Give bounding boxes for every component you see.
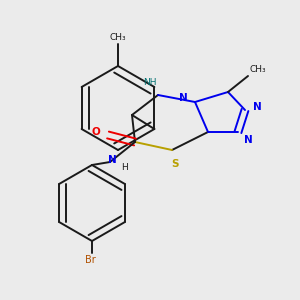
Text: CH₃: CH₃ — [250, 65, 267, 74]
Text: N: N — [253, 102, 261, 112]
Text: Br: Br — [85, 255, 95, 265]
Text: H: H — [121, 163, 128, 172]
Text: O: O — [92, 127, 100, 137]
Text: N: N — [178, 93, 188, 103]
Text: N: N — [244, 135, 252, 145]
Text: NH: NH — [143, 78, 157, 87]
Text: CH₃: CH₃ — [110, 33, 126, 42]
Text: S: S — [171, 159, 179, 169]
Text: N: N — [108, 155, 116, 165]
